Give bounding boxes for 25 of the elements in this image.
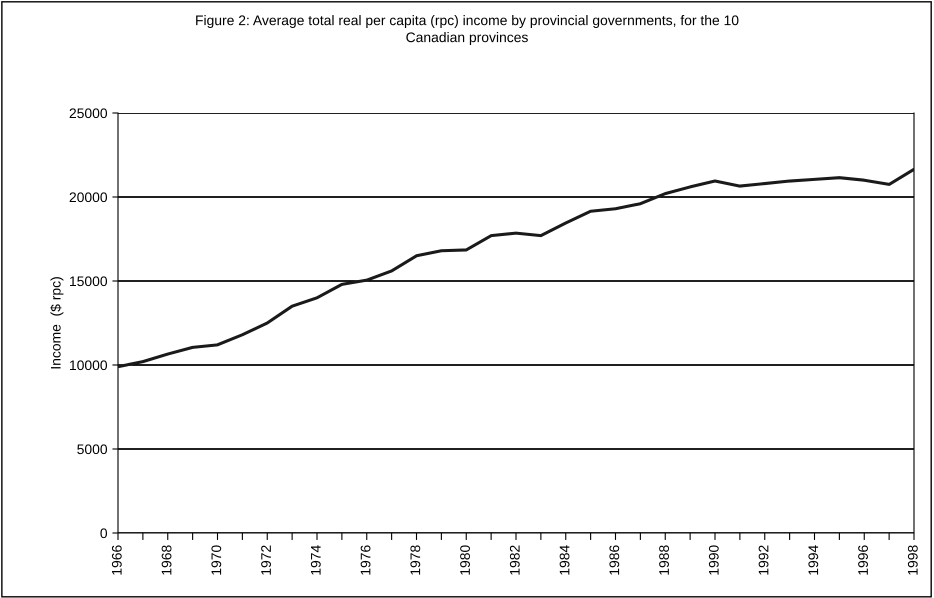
x-tick-label: 1970 <box>211 545 222 575</box>
x-tick-label: 1966 <box>112 545 122 575</box>
x-tick-label: 1984 <box>560 545 570 575</box>
x-tick-label: 1998 <box>908 545 918 575</box>
x-tick-label: 1982 <box>510 546 520 575</box>
x-tick-label: 1988 <box>659 545 669 575</box>
y-tick-label: 5000 <box>77 444 108 454</box>
x-tick-label: 1978 <box>410 545 420 575</box>
x-tick-label: 1974 <box>310 545 321 575</box>
y-tick-label: 0 <box>100 528 108 538</box>
y-tick-label: 15000 <box>70 276 108 286</box>
x-tick-label: 1994 <box>808 545 818 575</box>
x-tick-label: 1976 <box>360 545 370 575</box>
y-tick-label: 20000 <box>70 192 108 202</box>
x-tick-label: 1986 <box>609 545 620 575</box>
x-tick-label: 1992 <box>758 546 768 575</box>
x-tick-label: 1980 <box>460 545 470 575</box>
chart-title: Figure 2: Average total real per capita (rpc) income by provincial governments, for the 10 Canadian provinces <box>196 15 738 45</box>
x-tick-label: 1972 <box>261 546 271 575</box>
y-axis-title: Income ($ rpc) <box>50 277 64 368</box>
y-tick-label: 10000 <box>70 360 108 370</box>
x-tick-label: 1968 <box>162 545 172 575</box>
x-tick-label: 1990 <box>708 545 719 575</box>
x-tick-label: 1996 <box>858 545 868 575</box>
y-tick-label: 25000 <box>70 108 108 118</box>
